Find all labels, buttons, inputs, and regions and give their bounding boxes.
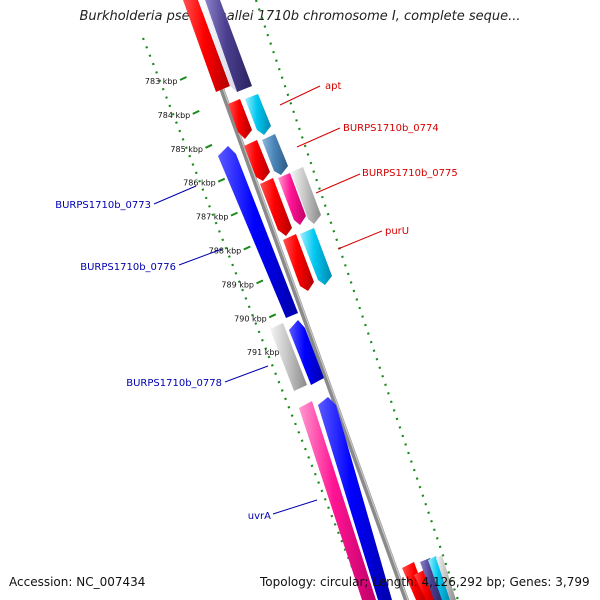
gene-0778-gray[interactable]: [270, 323, 307, 391]
label-leader-purU: [337, 230, 383, 250]
gene-navy-top[interactable]: [205, 0, 252, 92]
gene-bottom-cyan[interactable]: [428, 556, 450, 600]
gene-red-0775[interactable]: [260, 178, 292, 236]
ruler-label: 783 kbp: [145, 77, 178, 86]
gene-red-0774[interactable]: [244, 140, 270, 181]
ruler-label: 789 kbp: [221, 280, 254, 289]
chromosome-backbone-highlight: [190, 0, 409, 600]
ruler-label: 784 kbp: [158, 111, 191, 120]
ruler-tick: [217, 177, 226, 183]
gene-uvrA-magenta[interactable]: [299, 401, 376, 600]
gene-label-0773[interactable]: BURPS1710b_0773: [55, 200, 151, 211]
label-leader-0774: [296, 127, 341, 148]
gene-cyan-a[interactable]: [245, 94, 271, 135]
gene-cyan-purU[interactable]: [300, 228, 332, 285]
label-leader-0773: [153, 185, 197, 205]
topology-text: Topology: circular; Length: 4,126,292 bp…: [260, 575, 590, 589]
gene-label-purU[interactable]: purU: [385, 226, 409, 237]
ruler-tick: [179, 76, 187, 81]
ruler-label: 785 kbp: [170, 145, 203, 154]
ruler-tick: [205, 143, 213, 149]
gene-apt[interactable]: [228, 99, 252, 139]
gene-bottom-navy[interactable]: [420, 558, 444, 600]
label-leader-apt: [279, 85, 321, 106]
ruler-tick: [230, 211, 238, 217]
gene-label-0776[interactable]: BURPS1710b_0776: [80, 262, 176, 273]
gene-0776-blue[interactable]: [218, 146, 298, 318]
ruler-label: 787 kbp: [196, 213, 229, 222]
ruler-track-outer: [254, 0, 460, 600]
ruler: 783 kbp 784 kbp 785 kbp 786 kbp 787 kbp 788 k…: [145, 76, 289, 357]
ruler-track-inner: [141, 37, 367, 600]
gene-label-0778[interactable]: BURPS1710b_0778: [126, 378, 222, 389]
ruler-tick: [192, 109, 200, 115]
gene-bottom-gray[interactable]: [436, 555, 456, 600]
gene-label-apt[interactable]: apt: [325, 81, 341, 92]
ruler-label: 788 kbp: [209, 247, 242, 256]
gene-bottom-red-b[interactable]: [414, 570, 436, 600]
ruler-label: 791 kbp: [247, 348, 280, 357]
chromosome-backbone: [186, 0, 410, 600]
gene-purU[interactable]: [283, 234, 314, 291]
ruler-tick: [243, 245, 251, 251]
ruler-label: 786 kbp: [183, 179, 216, 188]
ruler-tick: [256, 279, 264, 285]
label-leader-uvrA: [272, 499, 318, 515]
gene-red-top[interactable]: [183, 0, 230, 92]
gene-label-uvrA[interactable]: uvrA: [248, 511, 271, 522]
ruler-tick: [268, 313, 277, 319]
accession-text: Accession: NC_007434: [9, 575, 146, 589]
gene-0778-blue[interactable]: [289, 320, 324, 385]
label-leader-0776: [178, 248, 223, 266]
gene-gray-0775[interactable]: [291, 167, 321, 224]
gene-steel-0774[interactable]: [262, 134, 288, 175]
gene-magenta-0775[interactable]: [278, 173, 306, 225]
ruler-label: 790 kbp: [234, 314, 267, 323]
gene-uvrA-blue[interactable]: [318, 397, 392, 600]
label-leader-0778: [224, 365, 269, 383]
gene-white-top[interactable]: [198, 0, 237, 92]
gene-label-0775[interactable]: BURPS1710b_0775: [362, 168, 458, 179]
gene-label-0774[interactable]: BURPS1710b_0774: [343, 123, 439, 134]
label-leader-0775: [315, 173, 361, 194]
